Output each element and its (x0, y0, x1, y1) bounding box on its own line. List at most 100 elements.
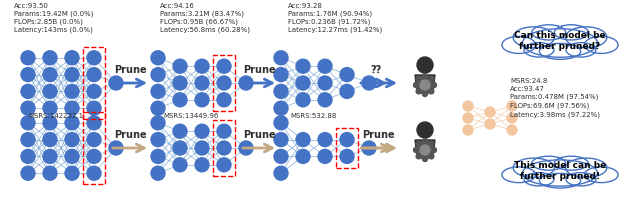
Circle shape (65, 68, 79, 82)
Circle shape (429, 89, 434, 94)
Circle shape (43, 84, 57, 98)
Ellipse shape (554, 156, 588, 170)
Circle shape (416, 76, 434, 94)
Text: MSRS:24.8
Acc:93.47
Params:0.478M (97.54%)
FLOPs:69.6M (97.56%)
Latency:3.98ms (: MSRS:24.8 Acc:93.47 Params:0.478M (97.54… (510, 78, 600, 118)
Circle shape (195, 141, 209, 155)
Circle shape (416, 76, 421, 81)
Circle shape (239, 76, 253, 90)
Circle shape (239, 141, 253, 155)
Text: Acc:93.50
Params:19.42M (0.0%)
FLOPs:2.85B (0.0%)
Latency:143ms (0.0%): Acc:93.50 Params:19.42M (0.0%) FLOPs:2.8… (14, 3, 93, 33)
Circle shape (21, 133, 35, 147)
Circle shape (109, 76, 123, 90)
Circle shape (463, 113, 473, 123)
Circle shape (431, 147, 436, 153)
Circle shape (416, 89, 421, 94)
Circle shape (87, 51, 101, 65)
Circle shape (173, 124, 187, 138)
Circle shape (151, 68, 165, 82)
Circle shape (87, 84, 101, 98)
Circle shape (173, 141, 187, 155)
Circle shape (318, 59, 332, 73)
Circle shape (21, 116, 35, 130)
Circle shape (416, 141, 434, 159)
Text: Prune: Prune (243, 130, 275, 140)
Circle shape (43, 51, 57, 65)
Text: Acc:93.28
Params:1.76M (90.94%)
FLOPs:0.236B (91.72%)
Latency:12.27ms (91.42%): Acc:93.28 Params:1.76M (90.94%) FLOPs:0.… (288, 3, 382, 33)
Circle shape (507, 125, 517, 135)
Circle shape (151, 51, 165, 65)
Circle shape (417, 122, 433, 138)
Circle shape (195, 124, 209, 138)
Circle shape (417, 57, 433, 73)
Circle shape (65, 133, 79, 147)
Ellipse shape (532, 25, 566, 40)
Circle shape (65, 101, 79, 115)
Circle shape (151, 133, 165, 147)
Text: Prune: Prune (114, 130, 147, 140)
Text: MSRS:532.88: MSRS:532.88 (290, 113, 337, 119)
Circle shape (507, 113, 517, 123)
Circle shape (318, 93, 332, 107)
Circle shape (217, 93, 231, 107)
Circle shape (195, 76, 209, 90)
Ellipse shape (566, 158, 607, 177)
Ellipse shape (566, 173, 596, 186)
Polygon shape (415, 75, 435, 91)
Circle shape (274, 149, 288, 163)
Circle shape (43, 116, 57, 130)
Circle shape (87, 166, 101, 180)
Circle shape (296, 149, 310, 163)
Circle shape (296, 93, 310, 107)
Text: Acc:94.16
Params:3.21M (83.47%)
FLOPs:0.95B (66.67%)
Latency:56.8ms (60.28%): Acc:94.16 Params:3.21M (83.47%) FLOPs:0.… (160, 3, 250, 33)
Circle shape (87, 149, 101, 163)
Circle shape (431, 82, 436, 88)
Circle shape (87, 68, 101, 82)
Circle shape (65, 166, 79, 180)
Ellipse shape (513, 158, 554, 177)
Ellipse shape (540, 173, 580, 188)
Circle shape (416, 154, 421, 159)
Circle shape (340, 68, 354, 82)
Circle shape (274, 101, 288, 115)
Text: Prune: Prune (243, 65, 275, 75)
Circle shape (43, 101, 57, 115)
Circle shape (422, 92, 428, 96)
Text: Prune: Prune (114, 65, 147, 75)
Circle shape (195, 59, 209, 73)
Circle shape (274, 68, 288, 82)
Circle shape (362, 141, 376, 155)
Circle shape (151, 166, 165, 180)
Circle shape (173, 59, 187, 73)
Circle shape (217, 141, 231, 155)
Text: Can this model be
further pruned?: Can this model be further pruned? (514, 31, 606, 51)
Circle shape (43, 149, 57, 163)
Text: MSRS:13449.96: MSRS:13449.96 (163, 113, 218, 119)
Circle shape (195, 158, 209, 172)
Circle shape (217, 59, 231, 73)
Circle shape (422, 73, 428, 79)
Circle shape (173, 158, 187, 172)
Ellipse shape (566, 27, 607, 48)
Circle shape (485, 119, 495, 129)
Circle shape (507, 101, 517, 111)
Circle shape (21, 51, 35, 65)
Circle shape (195, 93, 209, 107)
Circle shape (420, 80, 430, 90)
Ellipse shape (554, 25, 588, 40)
Circle shape (318, 133, 332, 147)
Circle shape (463, 125, 473, 135)
Circle shape (151, 116, 165, 130)
Ellipse shape (524, 173, 554, 186)
Circle shape (43, 133, 57, 147)
Circle shape (21, 166, 35, 180)
Circle shape (109, 141, 123, 155)
Circle shape (340, 133, 354, 147)
Circle shape (420, 145, 430, 155)
Ellipse shape (522, 160, 598, 186)
Circle shape (485, 107, 495, 117)
Circle shape (151, 84, 165, 98)
Ellipse shape (566, 43, 596, 57)
Circle shape (173, 76, 187, 90)
Circle shape (87, 133, 101, 147)
Circle shape (296, 76, 310, 90)
